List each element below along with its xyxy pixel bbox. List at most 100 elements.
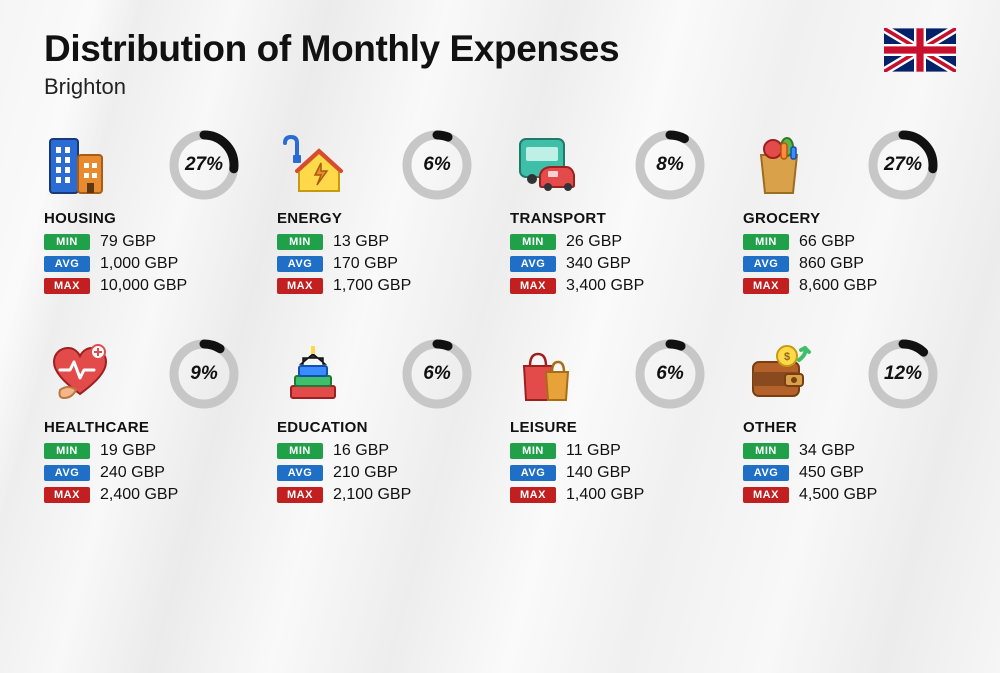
max-badge: MAX [510,487,556,503]
min-value: 13 GBP [333,233,389,251]
stat-row-max: MAX 4,500 GBP [743,486,956,504]
stat-row-max: MAX 2,400 GBP [44,486,257,504]
stat-row-avg: AVG 170 GBP [277,255,490,273]
min-badge: MIN [44,443,90,459]
card-top-row: 9% [44,337,257,411]
stat-row-max: MAX 1,400 GBP [510,486,723,504]
min-value: 79 GBP [100,233,156,251]
card-top-row: 8% [510,128,723,202]
min-value: 34 GBP [799,442,855,460]
min-badge: MIN [510,234,556,250]
avg-value: 450 GBP [799,464,864,482]
card-top-row: 27% [44,128,257,202]
card-top-row: 27% [743,128,956,202]
max-badge: MAX [277,278,323,294]
percent-donut: 6% [635,339,705,409]
stat-row-min: MIN 11 GBP [510,442,723,460]
category-name: HEALTHCARE [44,419,257,436]
stat-row-min: MIN 13 GBP [277,233,490,251]
category-card-housing: 27% HOUSING MIN 79 GBP AVG 1,000 GBP MAX… [44,128,257,299]
category-grid: 27% HOUSING MIN 79 GBP AVG 1,000 GBP MAX… [44,128,956,508]
avg-badge: AVG [277,465,323,481]
avg-value: 170 GBP [333,255,398,273]
stat-row-max: MAX 3,400 GBP [510,277,723,295]
max-badge: MAX [44,278,90,294]
category-name: GROCERY [743,210,956,227]
avg-value: 1,000 GBP [100,255,178,273]
max-value: 8,600 GBP [799,277,877,295]
uk-flag-icon [884,28,956,72]
percent-donut: 12% [868,339,938,409]
avg-value: 140 GBP [566,464,631,482]
avg-badge: AVG [510,465,556,481]
min-badge: MIN [743,443,789,459]
category-name: EDUCATION [277,419,490,436]
max-badge: MAX [743,487,789,503]
shopping-bags-icon [510,339,598,409]
stat-row-avg: AVG 210 GBP [277,464,490,482]
grocery-bag-icon [743,130,831,200]
category-name: LEISURE [510,419,723,436]
percent-donut: 6% [402,130,472,200]
percent-donut: 27% [868,130,938,200]
education-books-icon [277,339,365,409]
category-card-other: $ 12% OTHER MIN 34 GBP AVG 450 GBP MAX 4… [743,337,956,508]
category-card-energy: 6% ENERGY MIN 13 GBP AVG 170 GBP MAX 1,7… [277,128,490,299]
stat-row-avg: AVG 240 GBP [44,464,257,482]
min-badge: MIN [743,234,789,250]
avg-badge: AVG [510,256,556,272]
category-card-leisure: 6% LEISURE MIN 11 GBP AVG 140 GBP MAX 1,… [510,337,723,508]
category-name: HOUSING [44,210,257,227]
stat-row-min: MIN 34 GBP [743,442,956,460]
card-top-row: 6% [510,337,723,411]
category-name: TRANSPORT [510,210,723,227]
category-name: OTHER [743,419,956,436]
category-card-transport: 8% TRANSPORT MIN 26 GBP AVG 340 GBP MAX … [510,128,723,299]
min-badge: MIN [44,234,90,250]
wallet-icon: $ [743,339,831,409]
stat-row-max: MAX 1,700 GBP [277,277,490,295]
stat-row-min: MIN 16 GBP [277,442,490,460]
max-badge: MAX [510,278,556,294]
max-badge: MAX [743,278,789,294]
page-title: Distribution of Monthly Expenses [44,28,619,70]
stat-row-min: MIN 66 GBP [743,233,956,251]
card-top-row: $ 12% [743,337,956,411]
stat-row-min: MIN 26 GBP [510,233,723,251]
stat-row-avg: AVG 450 GBP [743,464,956,482]
max-badge: MAX [277,487,323,503]
avg-badge: AVG [743,465,789,481]
max-value: 10,000 GBP [100,277,187,295]
avg-value: 240 GBP [100,464,165,482]
avg-value: 860 GBP [799,255,864,273]
stat-row-avg: AVG 340 GBP [510,255,723,273]
bus-car-icon [510,130,598,200]
stat-row-avg: AVG 1,000 GBP [44,255,257,273]
avg-value: 340 GBP [566,255,631,273]
card-top-row: 6% [277,128,490,202]
max-value: 4,500 GBP [799,486,877,504]
category-card-education: 6% EDUCATION MIN 16 GBP AVG 210 GBP MAX … [277,337,490,508]
max-value: 2,100 GBP [333,486,411,504]
category-card-grocery: 27% GROCERY MIN 66 GBP AVG 860 GBP MAX 8… [743,128,956,299]
max-value: 1,400 GBP [566,486,644,504]
min-value: 26 GBP [566,233,622,251]
avg-badge: AVG [44,465,90,481]
max-value: 2,400 GBP [100,486,178,504]
min-badge: MIN [510,443,556,459]
header: Distribution of Monthly Expenses Brighto… [44,28,956,100]
buildings-icon [44,130,132,200]
avg-badge: AVG [743,256,789,272]
page-subtitle: Brighton [44,74,619,100]
avg-value: 210 GBP [333,464,398,482]
min-badge: MIN [277,443,323,459]
max-value: 3,400 GBP [566,277,644,295]
category-name: ENERGY [277,210,490,227]
stat-row-max: MAX 8,600 GBP [743,277,956,295]
stat-row-max: MAX 10,000 GBP [44,277,257,295]
max-value: 1,700 GBP [333,277,411,295]
category-card-healthcare: 9% HEALTHCARE MIN 19 GBP AVG 240 GBP MAX… [44,337,257,508]
title-block: Distribution of Monthly Expenses Brighto… [44,28,619,100]
percent-donut: 8% [635,130,705,200]
card-top-row: 6% [277,337,490,411]
